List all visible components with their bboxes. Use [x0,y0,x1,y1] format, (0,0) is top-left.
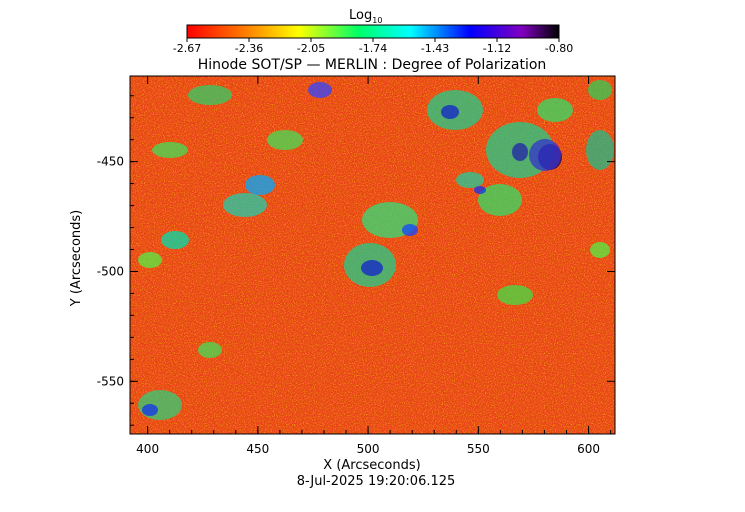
polarization-patch [142,404,158,416]
polarization-patch [198,342,222,358]
x-axis-ticks: 400 450 500 550 600 [136,76,612,456]
colorbar-tick-label: -0.80 [545,42,573,55]
y-tick-label: -450 [97,155,124,169]
colorbar [186,24,560,39]
polarization-patch [478,184,522,216]
colorbar-tick-label: -2.67 [173,42,201,55]
x-tick-label: 550 [467,442,490,456]
y-axis-ticks: -450 -500 -550 [97,95,615,426]
plot-frame [129,75,616,435]
colorbar-label: Log10 [349,8,382,25]
polarization-patch [529,139,561,171]
polarization-patch [402,224,418,236]
x-tick-label: 500 [357,442,380,456]
y-axis-label: Y (Arcseconds) [69,210,84,307]
polarization-patch [267,130,303,150]
colorbar-tick-label: -2.05 [297,42,325,55]
polarization-patch [361,260,383,276]
polarization-map [130,76,615,434]
chart-title: Hinode SOT/SP — MERLIN : Degree of Polar… [198,57,547,73]
colorbar-ticks: -2.67 -2.36 -2.05 -1.74 -1.43 -1.12 -0.80 [173,38,573,55]
colorbar-tick-label: -1.43 [421,42,449,55]
y-tick-label: -550 [97,374,124,388]
polarization-patch [152,142,188,158]
x-tick-label: 600 [577,442,600,456]
polarization-patch [474,186,486,194]
polarization-patch [590,242,610,258]
timestamp: 8-Jul-2025 19:20:06.125 [297,474,456,489]
polarization-patch [497,285,533,305]
polarization-patch [456,172,484,188]
polarization-patch [188,85,232,105]
colorbar-tick-label: -1.12 [483,42,511,55]
x-tick-label: 450 [246,442,269,456]
x-axis-label: X (Arcseconds) [323,458,420,473]
polarization-patch [161,231,189,249]
polarization-patch [588,80,612,100]
polarization-patch [512,143,528,161]
polarization-patch [308,82,332,98]
colorbar-tick-label: -1.74 [359,42,387,55]
x-tick-label: 400 [136,442,159,456]
polarization-patch [441,105,459,119]
colorbar-tick-label: -2.36 [235,42,263,55]
polarization-patch [138,390,182,420]
polarization-patch [537,98,573,122]
polarization-patch [586,130,614,170]
polarization-patch [223,193,267,217]
y-tick-label: -500 [97,264,124,278]
polarization-patch [245,175,275,195]
polarization-patch [138,252,162,268]
